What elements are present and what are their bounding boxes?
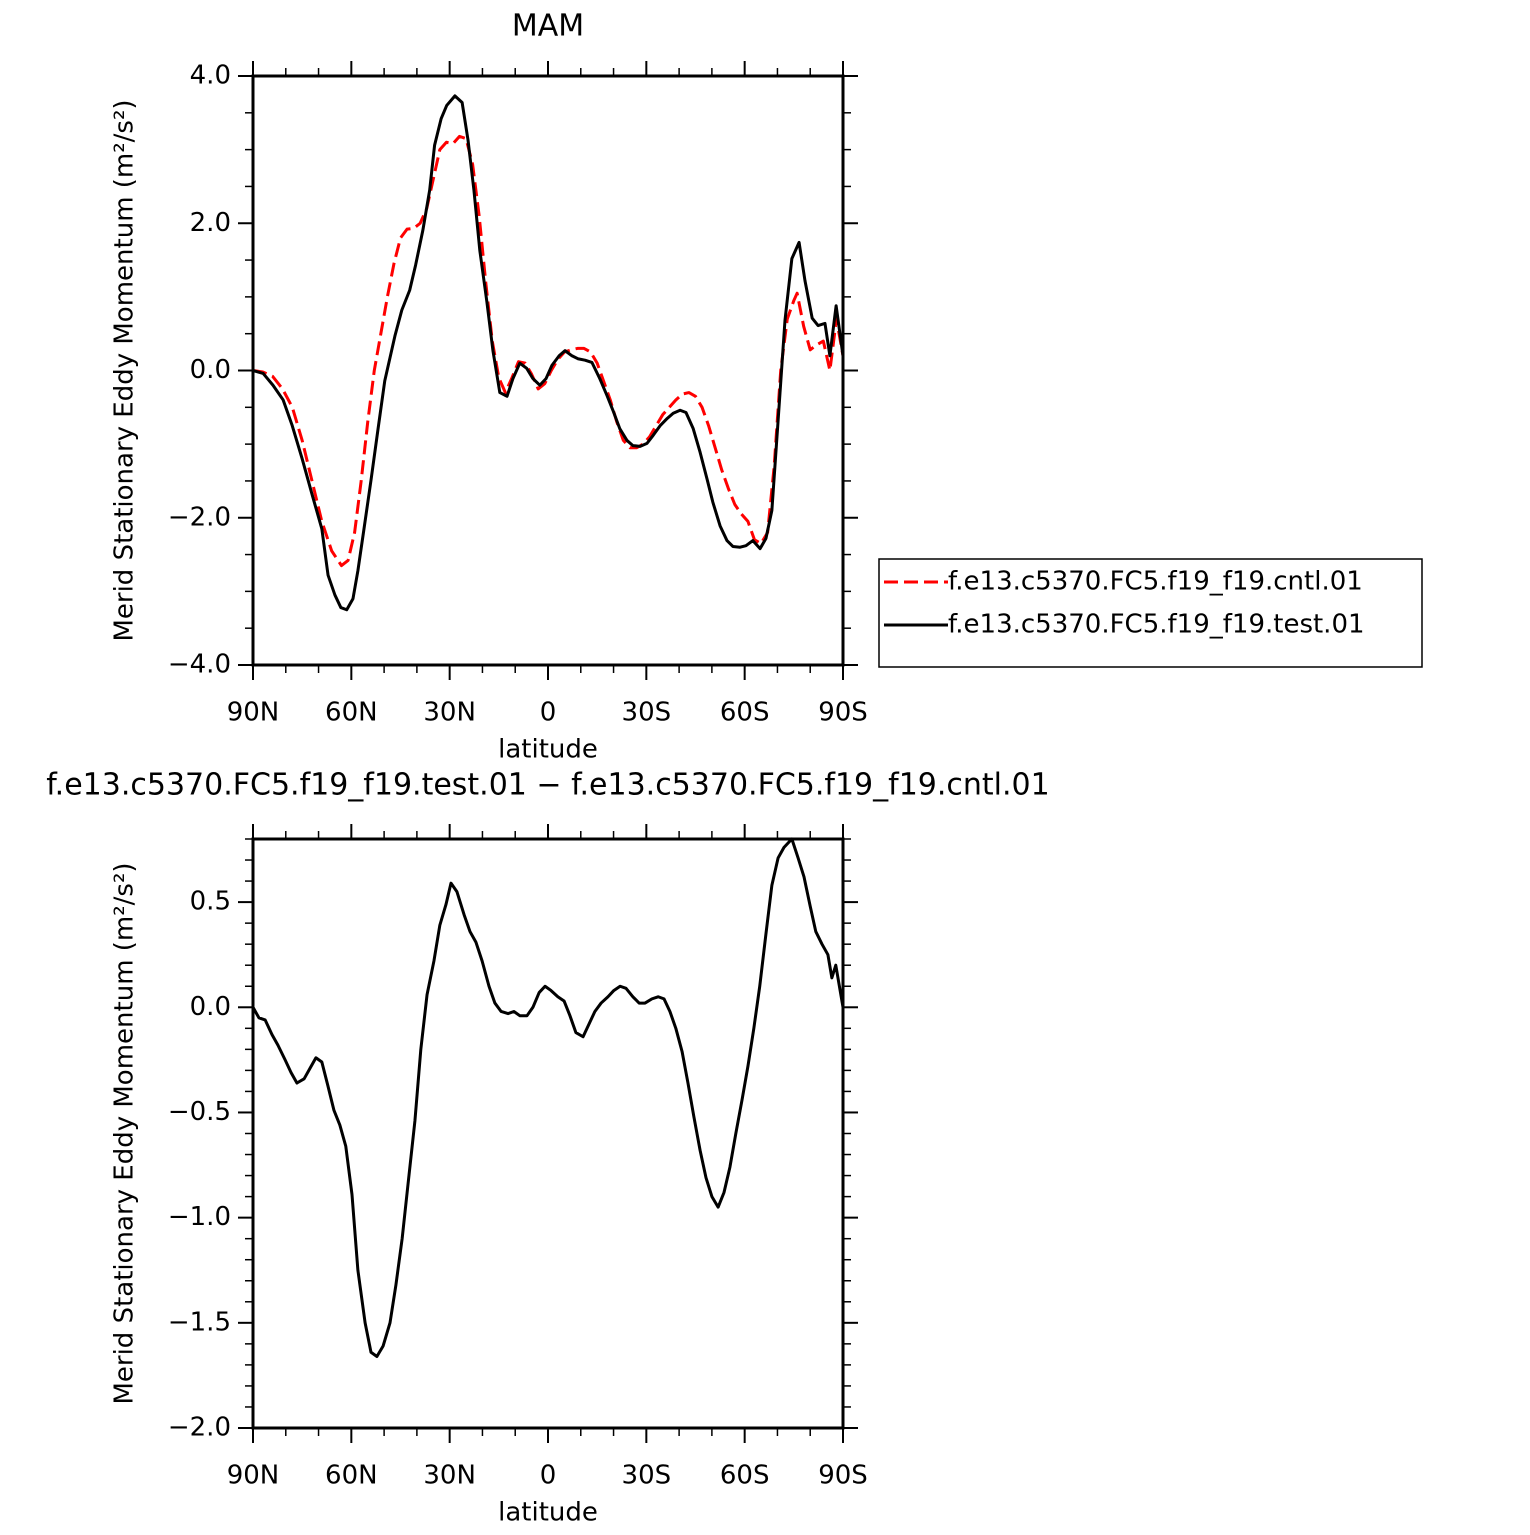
chart-title: f.e13.c5370.FC5.f19_f19.test.01 − f.e13.… (46, 768, 1049, 803)
x-tick-label: 90N (227, 698, 280, 728)
y-tick-label: −1.5 (168, 1307, 231, 1337)
y-tick-label: 2.0 (190, 208, 231, 238)
x-tick-label: 60S (720, 698, 770, 728)
y-tick-label: 0.5 (190, 887, 231, 917)
x-tick-label: 30N (423, 698, 476, 728)
chart-title: MAM (512, 9, 584, 44)
y-tick-label: 4.0 (190, 61, 231, 91)
x-tick-label: 60N (325, 1461, 378, 1491)
x-tick-label: 30S (622, 1461, 672, 1491)
x-tick-label: 90S (818, 698, 868, 728)
y-tick-label: −0.5 (168, 1097, 231, 1127)
y-tick-label: 0.0 (190, 355, 231, 385)
y-tick-label: −2.0 (168, 502, 231, 532)
data-line (252, 134, 845, 568)
x-tick-label: 0 (540, 1461, 557, 1491)
y-axis-label: Merid Stationary Eddy Momentum (m²/s²) (110, 99, 140, 641)
x-tick-label: 90N (227, 1461, 280, 1491)
data-line (251, 837, 845, 1358)
data-line (252, 94, 845, 612)
x-axis-label: latitude (498, 735, 598, 765)
legend-box (878, 558, 1423, 668)
x-tick-label: 0 (540, 698, 557, 728)
y-tick-label: 0.0 (190, 992, 231, 1022)
x-tick-label: 30S (622, 698, 672, 728)
y-tick-label: −4.0 (168, 650, 231, 680)
x-tick-label: 60S (720, 1461, 770, 1491)
x-tick-label: 30N (423, 1461, 476, 1491)
y-tick-label: −1.0 (168, 1202, 231, 1232)
x-tick-label: 60N (325, 698, 378, 728)
legend-label: f.e13.c5370.FC5.f19_f19.test.01 (948, 610, 1365, 640)
x-tick-label: 90S (818, 1461, 868, 1491)
y-tick-label: −2.0 (168, 1413, 231, 1443)
legend-label: f.e13.c5370.FC5.f19_f19.cntl.01 (948, 567, 1363, 597)
y-axis-label: Merid Stationary Eddy Momentum (m²/s²) (110, 862, 140, 1404)
x-axis-label: latitude (498, 1498, 598, 1528)
